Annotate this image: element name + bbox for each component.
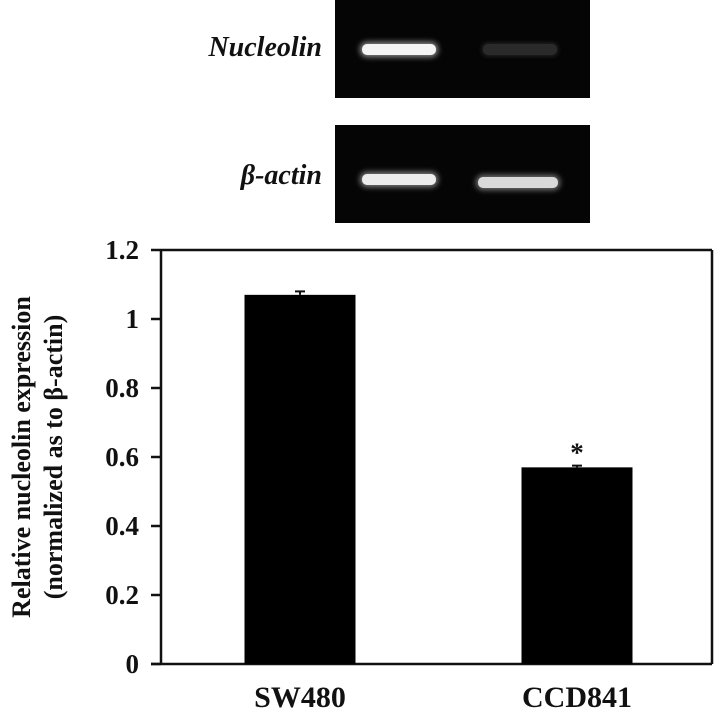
significance-asterisk: *: [570, 437, 584, 467]
gel-label-nucleolin: Nucleolin: [208, 32, 322, 63]
gel-label-beta-actin: β-actin: [240, 160, 322, 191]
gel-panel-beta-actin: [335, 125, 590, 223]
band-ccd841-nucleolin: [483, 44, 557, 55]
y-axis-label-line: Relative nucleolin expression: [7, 296, 36, 618]
bar-ccd841: [521, 467, 633, 664]
band-ccd841-beta-actin: [478, 177, 558, 188]
y-axis-label-line: (normalized as to β-actin): [39, 315, 68, 599]
y-tick-label: 1.2: [105, 235, 139, 265]
y-tick-label: 0.8: [105, 373, 139, 403]
y-tick-label: 0.4: [105, 511, 139, 541]
y-tick-label: 0: [126, 649, 140, 679]
bar-sw480: [244, 294, 356, 664]
gel-panel-nucleolin: [335, 0, 590, 98]
band-sw480-nucleolin: [362, 44, 436, 55]
y-tick-label: 0.2: [105, 580, 139, 610]
y-axis-label: Relative nucleolin expression (normalized…: [7, 296, 68, 618]
x-category-label: CCD841: [522, 681, 632, 711]
x-category-label: SW480: [254, 681, 346, 711]
y-tick-label: 1: [126, 304, 140, 334]
y-tick-label: 0.6: [105, 442, 139, 472]
band-sw480-beta-actin: [362, 174, 436, 185]
